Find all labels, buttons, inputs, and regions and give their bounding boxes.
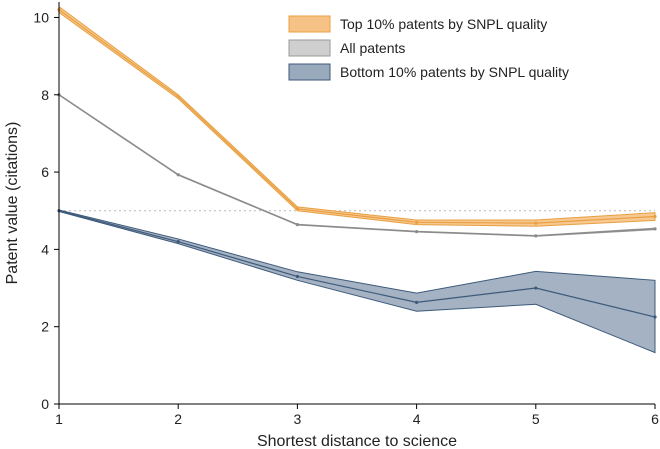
data-point: [653, 227, 657, 231]
y-axis-title: Patent value (citations): [4, 122, 21, 285]
legend-label: Bottom 10% patents by SNPL quality: [340, 64, 569, 80]
data-point: [653, 214, 657, 219]
series-points: [57, 8, 657, 319]
data-point: [176, 95, 180, 99]
x-ticks: 1 2 3 4 5 6: [55, 404, 659, 427]
legend-label: Top 10% patents by SNPL quality: [340, 16, 547, 32]
x-tick-label: 1: [55, 411, 63, 427]
y-tick-label: 10: [33, 9, 49, 25]
x-tick-label: 3: [294, 411, 302, 427]
y-tick-label: 8: [41, 87, 49, 103]
data-point: [653, 315, 657, 319]
data-point: [534, 286, 538, 290]
data-point: [415, 300, 419, 304]
data-point: [534, 234, 538, 238]
y-tick-label: 0: [41, 396, 49, 412]
data-point: [295, 207, 299, 211]
axes: [58, 2, 655, 405]
y-tick-label: 6: [41, 164, 49, 180]
series-line-1: [58, 94, 656, 237]
x-tick-label: 4: [413, 411, 421, 427]
y-tick-label: 2: [41, 319, 49, 335]
x-tick-label: 2: [174, 411, 182, 427]
series-lines: [58, 9, 656, 318]
data-point: [295, 223, 299, 227]
data-point: [176, 173, 180, 177]
legend-swatch: [288, 15, 331, 33]
legend-swatch: [288, 39, 331, 57]
confidence-band-0: [58, 5, 656, 227]
x-tick-label: 6: [651, 411, 659, 427]
x-axis-title: Shortest distance to science: [257, 433, 457, 449]
confidence-band-2: [58, 209, 656, 354]
series-line-2: [58, 210, 656, 318]
y-tick-label: 4: [41, 241, 49, 257]
data-point: [415, 220, 419, 224]
x-tick-label: 5: [532, 411, 540, 427]
y-ticks: 0 2 4 6 8 10: [33, 9, 59, 412]
data-point: [534, 221, 538, 225]
confidence-bands: [58, 5, 656, 354]
data-point: [415, 230, 419, 234]
data-point: [176, 240, 180, 244]
data-point: [295, 274, 299, 279]
legend-swatch: [288, 63, 331, 81]
series-line-0: [58, 9, 656, 224]
legend: Top 10% patents by SNPL quality All paten…: [288, 15, 569, 81]
legend-label: All patents: [340, 40, 405, 56]
